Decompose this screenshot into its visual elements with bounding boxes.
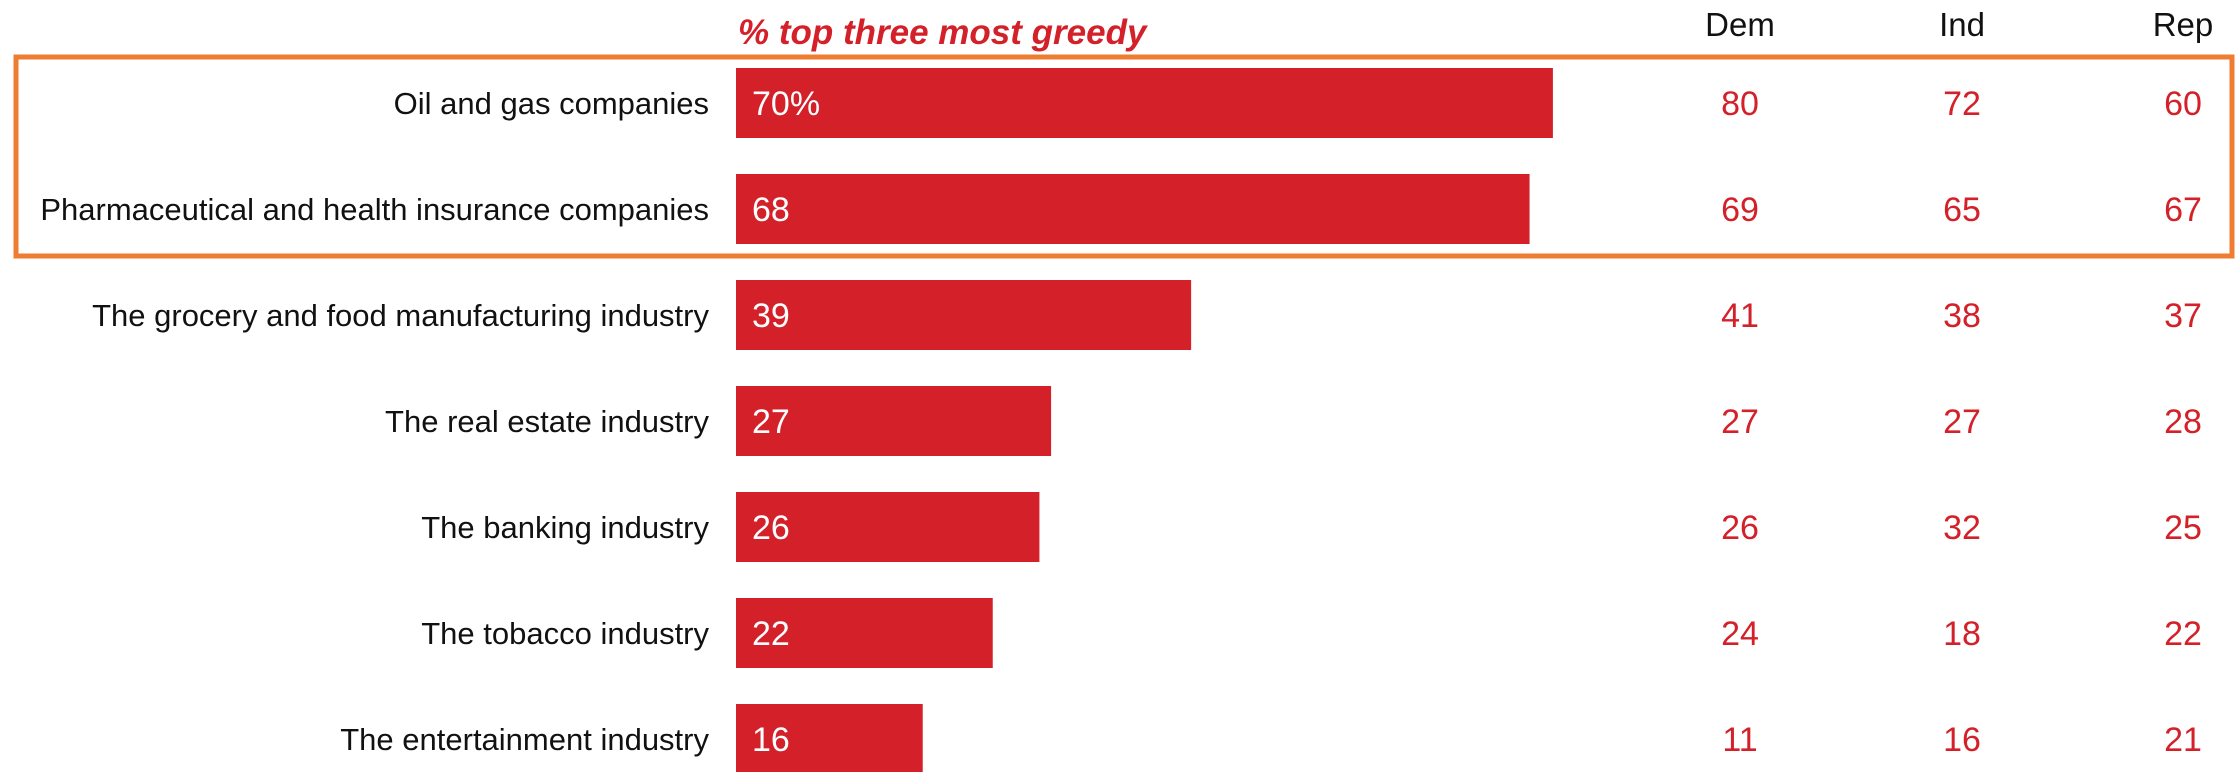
- column-header-dem: Dem: [1705, 6, 1775, 43]
- chart-title: % top three most greedy: [738, 13, 1148, 52]
- bar-value-label: 22: [752, 615, 790, 653]
- category-label: The real estate industry: [385, 404, 709, 439]
- bar-value-label: 68: [752, 191, 790, 229]
- category-label: The entertainment industry: [340, 722, 709, 757]
- party-value-rep: 25: [2164, 509, 2202, 547]
- bar: [736, 598, 993, 668]
- bar: [736, 174, 1530, 244]
- highlight-box: [13, 54, 2235, 259]
- category-label: The grocery and food manufacturing indus…: [92, 298, 709, 333]
- column-header-rep: Rep: [2153, 6, 2214, 43]
- category-label: The tobacco industry: [421, 616, 709, 651]
- highlight-layer: [13, 54, 2235, 259]
- party-value-dem: 26: [1721, 509, 1759, 547]
- bar: [736, 280, 1192, 350]
- party-values: 80 72 60 69 65 67 41 38 37 27 27 28 26 32 25 24 18 22 11 16…: [1721, 85, 2202, 759]
- bar: [736, 704, 923, 772]
- column-header-ind: Ind: [1939, 6, 1985, 43]
- party-value-rep: 28: [2164, 403, 2202, 441]
- bar: [736, 68, 1553, 138]
- party-value-rep: 60: [2164, 85, 2202, 123]
- party-value-rep: 37: [2164, 297, 2202, 335]
- party-value-dem: 27: [1721, 403, 1759, 441]
- party-value-ind: 72: [1943, 85, 1981, 123]
- bars: [736, 68, 1553, 772]
- party-value-ind: 38: [1943, 297, 1981, 335]
- party-value-ind: 18: [1943, 615, 1981, 653]
- party-value-dem: 24: [1721, 615, 1759, 653]
- bar-value-label: 39: [752, 297, 790, 335]
- bar-value-label: 26: [752, 509, 790, 547]
- party-value-ind: 27: [1943, 403, 1981, 441]
- category-label: The banking industry: [421, 510, 709, 545]
- party-value-dem: 11: [1722, 721, 1757, 759]
- party-value-ind: 16: [1943, 721, 1981, 759]
- party-value-dem: 80: [1721, 85, 1759, 123]
- bar-value-label: 16: [752, 721, 790, 759]
- party-value-rep: 21: [2164, 721, 2202, 759]
- category-labels: Oil and gas companies Pharmaceutical and …: [40, 86, 709, 757]
- party-value-dem: 41: [1721, 297, 1759, 335]
- category-label: Pharmaceutical and health insurance comp…: [40, 192, 709, 227]
- category-label: Oil and gas companies: [394, 86, 709, 121]
- party-value-ind: 65: [1943, 191, 1981, 229]
- party-value-ind: 32: [1943, 509, 1981, 547]
- column-headers: Dem Ind Rep: [1705, 6, 2213, 43]
- party-value-dem: 69: [1721, 191, 1759, 229]
- bar-labels: 70% 68 39 27 26 22 16: [752, 85, 820, 759]
- party-value-rep: 67: [2164, 191, 2202, 229]
- bar-value-label: 27: [752, 403, 790, 441]
- bar-value-label: 70%: [752, 85, 820, 123]
- bar: [736, 492, 1040, 562]
- bar: [736, 386, 1052, 456]
- party-value-rep: 22: [2164, 615, 2202, 653]
